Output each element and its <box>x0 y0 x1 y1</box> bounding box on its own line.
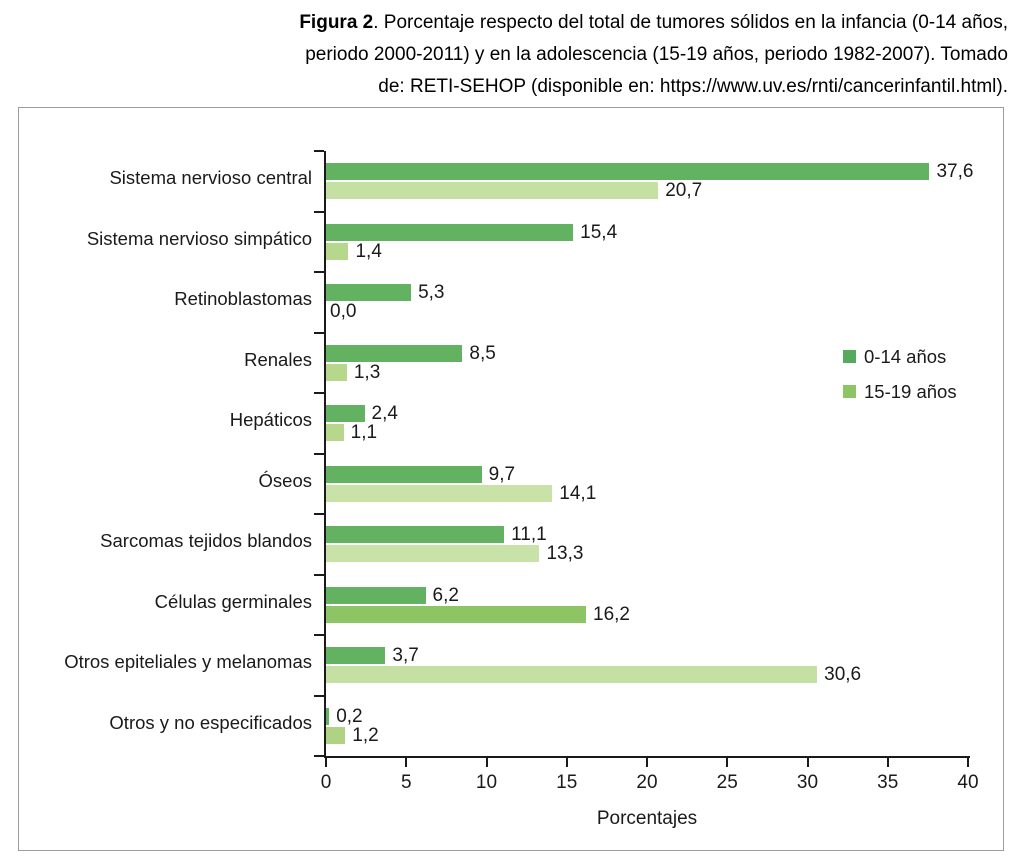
bar-15-19 <box>326 726 346 744</box>
value-label: 9,7 <box>488 463 516 485</box>
category-label: Sarcomas tejidos blandos <box>100 530 312 552</box>
bar-0-14 <box>326 223 574 241</box>
category-label: Otros epiteliales y melanomas <box>64 651 312 673</box>
bar-0-14 <box>326 344 463 362</box>
x-axis-tick-label: 10 <box>475 772 498 793</box>
legend-label: 15-19 años <box>864 381 957 402</box>
y-axis-line <box>324 151 326 758</box>
chart-panel: 0 5 10 15 20 25 30 35 40 Porcentajes Sistema nervi… <box>18 107 1004 851</box>
value-label: 1,1 <box>350 422 378 443</box>
bar-0-14 <box>326 284 412 301</box>
y-axis-tick <box>314 634 324 636</box>
caption-line-2: periodo 2000-2011) y en la adolescencia … <box>305 44 1008 65</box>
value-label: 3,7 <box>392 645 419 666</box>
x-axis-tick <box>485 758 488 767</box>
caption-figure-number: Figura 2 <box>299 12 374 33</box>
legend-swatch <box>843 350 856 363</box>
caption-line-3: de: RETI-SEHOP (disponible en: https://w… <box>378 76 1008 97</box>
value-label: 2,4 <box>371 403 398 424</box>
x-axis-tick-label: 35 <box>877 772 899 793</box>
caption-line-1: Figura 2. Porcentaje respecto del total … <box>60 7 1008 39</box>
value-label: 1,3 <box>353 361 381 383</box>
value-label: 11,1 <box>511 524 547 545</box>
bar-0-14 <box>326 163 930 180</box>
value-label: 0,0 <box>330 301 357 322</box>
bar-0-14 <box>326 707 330 725</box>
category-label: Otros y no especificados <box>109 711 312 733</box>
x-axis-tick <box>967 758 969 767</box>
value-label: 30,6 <box>824 664 862 685</box>
y-axis-tick <box>314 392 324 394</box>
value-label: 14,1 <box>559 482 597 504</box>
x-axis-tick-label: 20 <box>636 772 658 793</box>
bar-15-19 <box>326 666 818 683</box>
x-axis-tick-label: 5 <box>400 772 412 793</box>
bar-15-19 <box>326 363 347 381</box>
value-label: 1,4 <box>355 240 382 262</box>
x-axis-tick-label: 15 <box>556 772 578 793</box>
category-label: Óseos <box>258 469 312 491</box>
value-label: 0,2 <box>336 705 363 727</box>
x-axis-tick <box>886 758 889 767</box>
value-label: 15,4 <box>580 221 618 243</box>
bar-15-19 <box>326 545 540 562</box>
x-axis-tick-label: 25 <box>716 772 738 793</box>
y-axis-tick <box>314 150 324 152</box>
category-label: Sistema nervioso central <box>109 167 312 189</box>
value-label: 37,6 <box>936 161 974 182</box>
x-axis-tick-label: 40 <box>957 772 979 793</box>
value-label: 6,2 <box>432 584 459 606</box>
bar-15-19 <box>326 242 349 260</box>
bar-0-14 <box>326 647 386 664</box>
value-label: 1,2 <box>352 724 379 746</box>
x-axis-line <box>324 756 970 758</box>
legend-swatch <box>843 385 856 398</box>
x-axis-tick <box>565 758 568 767</box>
x-axis-tick <box>325 758 327 767</box>
y-axis-tick <box>314 513 324 515</box>
x-axis-title: Porcentajes <box>596 808 698 829</box>
category-label: Hepáticos <box>229 409 312 431</box>
value-label: 8,5 <box>469 342 496 364</box>
x-axis-tick <box>806 758 809 767</box>
bar-15-19 <box>326 182 659 199</box>
category-label: Renales <box>244 348 312 370</box>
y-axis-tick <box>314 452 324 455</box>
x-axis-tick <box>646 758 648 767</box>
value-label: 5,3 <box>418 282 445 303</box>
figure-caption: Figura 2. Porcentaje respecto del total … <box>60 7 1008 103</box>
bar-0-14 <box>326 465 482 483</box>
value-label: 20,7 <box>665 180 703 201</box>
y-axis-tick <box>314 271 324 273</box>
value-label: 16,2 <box>593 603 630 625</box>
x-axis-tick-label: 0 <box>320 772 332 793</box>
bar-15-19 <box>326 424 344 441</box>
bar-chart: 0 5 10 15 20 25 30 35 40 Porcentajes Sistema nervi… <box>19 108 1003 850</box>
category-label: Sistema nervioso simpático <box>86 227 312 249</box>
y-axis-tick <box>314 694 324 697</box>
bar-15-19 <box>326 484 553 502</box>
y-axis-tick <box>314 755 324 757</box>
x-axis-tick-label: 30 <box>796 772 819 793</box>
caption-line-1-text: . Porcentaje respecto del total de tumor… <box>373 12 1008 33</box>
category-label: Células germinales <box>154 590 312 612</box>
bar-0-14 <box>326 586 426 604</box>
bar-0-14 <box>326 526 505 543</box>
bar-0-14 <box>326 405 365 422</box>
y-axis-tick <box>314 573 324 576</box>
value-label: 13,3 <box>546 543 584 564</box>
y-axis-tick <box>314 331 324 334</box>
x-axis-tick <box>726 758 729 767</box>
bar-15-19 <box>326 605 586 623</box>
category-label: Retinoblastomas <box>174 288 312 310</box>
legend-label: 0-14 años <box>864 346 947 367</box>
y-axis-tick <box>314 210 324 213</box>
x-axis-tick <box>405 758 408 767</box>
